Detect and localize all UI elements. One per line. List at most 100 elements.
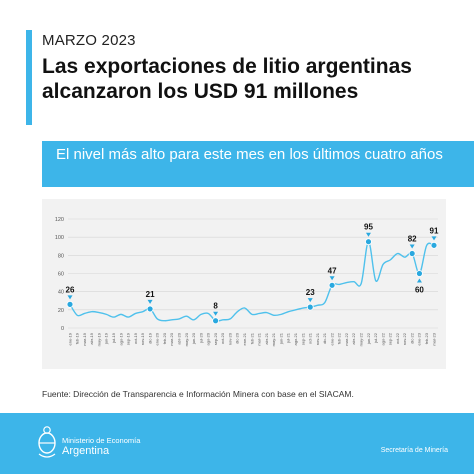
data-label: 95 [364, 223, 373, 232]
x-tick-label: feb-19 [75, 332, 80, 344]
y-tick-label: 40 [58, 290, 64, 296]
x-tick-label: feb-23 [424, 332, 429, 344]
x-tick-label: mar-22 [344, 332, 349, 345]
x-tick-label: abr-20 [177, 332, 182, 344]
x-tick-label: sep-20 [213, 332, 218, 345]
chart-subtitle: El nivel más alto para este mes en los ú… [56, 146, 443, 163]
point-marker [307, 298, 313, 303]
point-marker [431, 236, 437, 241]
data-point [408, 250, 416, 257]
x-tick-label: sep-22 [388, 332, 393, 345]
x-tick-label: mar-21 [257, 332, 262, 345]
x-tick-label: jul-22 [373, 332, 378, 344]
data-point [146, 305, 154, 313]
x-tick-label: may-19 [96, 332, 101, 346]
subtitle-banner [42, 141, 474, 187]
data-label: 26 [66, 285, 75, 294]
report-date: MARZO 2023 [42, 32, 136, 49]
x-tick-label: dic-19 [147, 332, 152, 344]
x-tick-label: mar-19 [82, 332, 87, 345]
x-tick-label: mar-20 [169, 332, 174, 345]
x-tick-label: jun-22 [366, 332, 371, 345]
data-label: 91 [430, 226, 439, 235]
data-label: 21 [146, 290, 155, 299]
x-tick-label: ago-20 [206, 332, 211, 345]
x-tick-label: nov-20 [227, 332, 232, 345]
x-tick-label: mar-23 [431, 332, 436, 345]
y-tick-label: 60 [58, 272, 64, 278]
data-label: 23 [306, 288, 315, 297]
x-tick-label: nov-19 [140, 332, 145, 345]
x-tick-label: ene-22 [329, 332, 334, 345]
x-tick-label: ago-21 [293, 332, 298, 345]
x-tick-label: nov-21 [315, 332, 320, 345]
data-point [212, 317, 220, 325]
data-label: 47 [328, 266, 337, 275]
country-name: Argentina [62, 445, 110, 457]
y-tick-label: 120 [55, 217, 64, 223]
data-label: 60 [415, 286, 424, 295]
data-point [365, 238, 372, 246]
x-tick-label: jun-20 [191, 332, 196, 345]
data-label: 8 [213, 302, 218, 311]
data-label: 82 [408, 235, 417, 244]
x-tick-label: dic-20 [235, 332, 240, 344]
x-tick-label: ene-19 [67, 332, 72, 345]
x-tick-label: abr-21 [264, 332, 269, 344]
x-tick-label: nov-22 [402, 332, 407, 345]
x-tick-label: oct-20 [220, 332, 225, 344]
footer-bar [0, 413, 474, 474]
source-note: Fuente: Dirección de Transparencia e Inf… [42, 389, 354, 399]
argentina-coat-of-arms-icon [38, 426, 56, 458]
x-tick-label: sep-19 [126, 332, 131, 345]
x-tick-label: jun-21 [278, 332, 283, 345]
x-tick-label: abr-22 [351, 332, 356, 344]
x-tick-label: ago-19 [118, 332, 123, 345]
ministry-name: Ministerio de Economía [62, 436, 141, 445]
accent-bar [26, 30, 32, 125]
x-tick-label: jul-20 [198, 332, 203, 344]
x-tick-label: jul-21 [286, 332, 291, 344]
point-marker [67, 295, 73, 300]
point-marker [409, 244, 415, 249]
point-marker [329, 276, 335, 281]
data-point [430, 241, 438, 249]
x-tick-label: oct-22 [395, 332, 400, 344]
series-line [69, 241, 435, 322]
x-tick-label: jul-19 [111, 332, 116, 344]
x-tick-label: dic-21 [322, 332, 327, 344]
footer-divider [0, 410, 474, 413]
x-tick-label: feb-20 [162, 332, 167, 344]
x-tick-label: ene-23 [417, 332, 422, 345]
x-tick-label: ene-20 [155, 332, 160, 345]
x-tick-label: jun-19 [104, 332, 109, 345]
point-marker [213, 311, 219, 316]
data-point [416, 270, 423, 277]
y-tick-label: 80 [58, 253, 64, 259]
secretaria-name: Secretaría de Minería [380, 447, 448, 454]
x-tick-label: may-20 [184, 332, 189, 346]
y-tick-label: 0 [61, 326, 64, 332]
x-tick-label: may-21 [271, 332, 276, 346]
x-tick-label: abr-19 [89, 332, 94, 344]
page-title: Las exportaciones de litio argentinas al… [42, 55, 412, 103]
chart-panel [42, 199, 446, 369]
x-tick-label: oct-21 [308, 332, 313, 344]
y-tick-label: 100 [55, 235, 64, 241]
x-tick-label: feb-22 [337, 332, 342, 344]
x-tick-label: feb-21 [249, 332, 254, 344]
point-marker [416, 278, 422, 283]
point-marker [365, 232, 371, 237]
point-marker [147, 299, 153, 304]
data-point [306, 303, 314, 311]
x-tick-label: dic-22 [409, 332, 414, 344]
x-tick-label: ene-21 [242, 332, 247, 345]
x-tick-label: may-22 [359, 332, 364, 346]
x-tick-label: oct-19 [133, 332, 138, 344]
data-point [66, 300, 74, 308]
x-tick-label: sep-21 [300, 332, 305, 345]
y-tick-label: 20 [58, 308, 64, 314]
x-tick-label: ago-22 [380, 332, 385, 345]
data-point [328, 281, 336, 289]
